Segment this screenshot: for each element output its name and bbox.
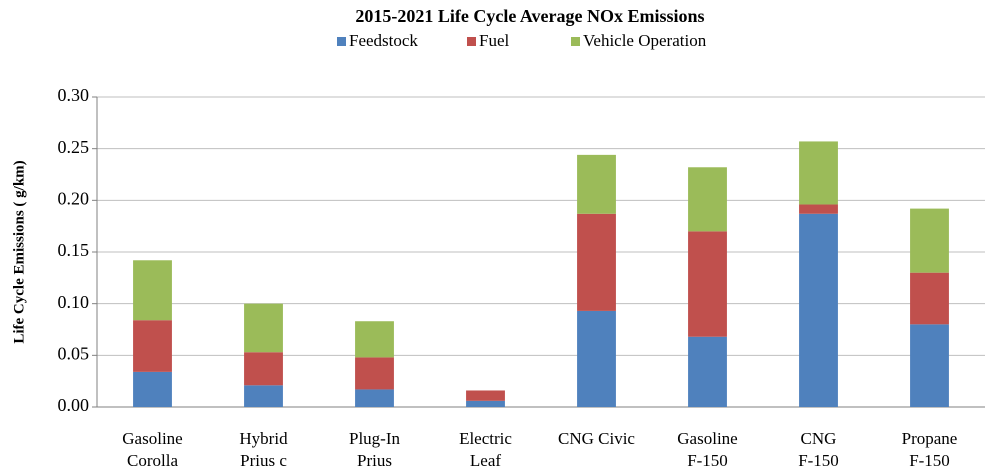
bar-segment: [133, 371, 172, 407]
x-tick-label: Gasoline: [122, 429, 182, 448]
legend-label: Vehicle Operation: [583, 31, 707, 50]
bar-segment: [244, 385, 283, 407]
y-axis-title: Life Cycle Emissions ( g/km): [11, 160, 27, 343]
x-tick-label: Leaf: [470, 451, 501, 469]
bar-segment: [244, 352, 283, 386]
legend-swatch: [337, 37, 346, 46]
x-tick-label: F-150: [909, 451, 950, 469]
x-tick-label: Prius c: [240, 451, 287, 469]
x-tick-label: CNG: [801, 429, 837, 448]
chart-title: 2015-2021 Life Cycle Average NOx Emissio…: [355, 6, 704, 26]
bar-segment: [244, 303, 283, 353]
x-tick-label: F-150: [798, 451, 839, 469]
x-tick-label: Prius: [357, 451, 392, 469]
bar-segment: [910, 208, 949, 273]
y-tick-label: 0.20: [58, 188, 90, 208]
legend-label: Fuel: [479, 31, 510, 50]
bar-segment: [355, 357, 394, 390]
y-tick-label: 0.10: [58, 292, 90, 312]
legend-swatch: [571, 37, 580, 46]
x-tick-label: F-150: [687, 451, 728, 469]
y-tick-label: 0.05: [58, 343, 90, 363]
bar-segment: [799, 213, 838, 407]
x-tick-label: Propane: [902, 429, 958, 448]
bar-segment: [910, 272, 949, 325]
legend-swatch: [467, 37, 476, 46]
bar-segment: [577, 154, 616, 214]
x-tick-label: Corolla: [127, 451, 178, 469]
bar-segment: [577, 310, 616, 407]
x-tick-label: CNG Civic: [558, 429, 635, 448]
bar-segment: [799, 204, 838, 214]
bar-segment: [466, 400, 505, 407]
y-tick-label: 0.25: [58, 137, 90, 157]
bar-segment: [133, 260, 172, 321]
y-tick-label: 0.15: [58, 240, 90, 260]
bar-segment: [910, 324, 949, 407]
bar-segment: [799, 141, 838, 205]
x-tick-label: Hybrid: [239, 429, 288, 448]
x-tick-label: Electric: [459, 429, 512, 448]
bar-segment: [688, 167, 727, 232]
bar-segment: [688, 336, 727, 407]
y-tick-label: 0.30: [58, 85, 90, 105]
bar-segment: [355, 389, 394, 407]
legend-label: Feedstock: [349, 31, 418, 50]
bar-segment: [466, 390, 505, 401]
x-tick-label: Gasoline: [677, 429, 737, 448]
x-tick-label: Plug-In: [349, 429, 401, 448]
bar-segment: [355, 321, 394, 358]
bar-segment: [688, 231, 727, 337]
bar-segment: [133, 320, 172, 372]
y-tick-label: 0.00: [58, 395, 90, 415]
bar-segment: [577, 213, 616, 311]
